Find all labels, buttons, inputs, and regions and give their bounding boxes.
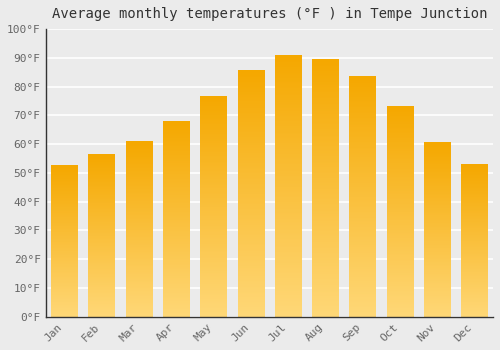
Title: Average monthly temperatures (°F ) in Tempe Junction: Average monthly temperatures (°F ) in Te…: [52, 7, 487, 21]
